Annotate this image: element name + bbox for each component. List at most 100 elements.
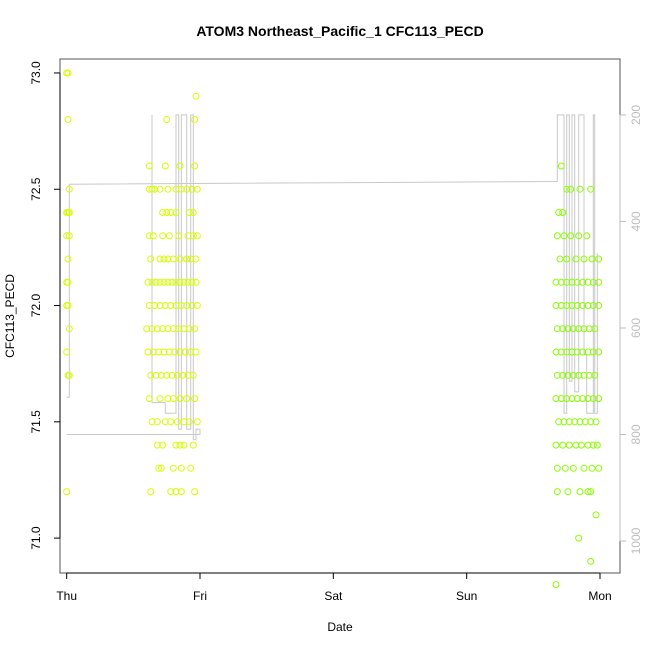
data-point (159, 209, 167, 216)
data-point (187, 464, 195, 472)
data-point (161, 302, 169, 309)
data-point (192, 278, 200, 286)
y-right-tick-label: 800 (629, 424, 643, 444)
data-point (563, 395, 571, 403)
data-point (585, 325, 593, 333)
data-point (560, 418, 568, 426)
data-point (145, 232, 153, 240)
data-point (559, 325, 567, 333)
data-point (185, 325, 193, 333)
data-point (564, 325, 572, 333)
data-point (168, 371, 176, 379)
data-point (564, 488, 572, 496)
data-point (172, 278, 180, 286)
data-points (63, 69, 603, 589)
data-point (589, 395, 597, 403)
data-point (168, 278, 176, 286)
data-point (143, 325, 151, 333)
data-point (560, 232, 568, 240)
data-point (584, 488, 592, 496)
data-point (575, 534, 583, 542)
data-point (156, 278, 164, 286)
data-point (563, 255, 571, 263)
data-point (556, 255, 564, 263)
data-point (167, 302, 175, 309)
data-point (584, 348, 592, 356)
data-point (65, 209, 73, 216)
data-point (576, 418, 584, 426)
data-point (176, 441, 184, 449)
data-point (192, 348, 200, 356)
data-point (193, 232, 201, 240)
data-point (144, 348, 152, 356)
data-point (573, 278, 581, 286)
data-point (595, 278, 603, 286)
data-point (189, 371, 197, 379)
data-point (152, 371, 160, 379)
data-point (569, 371, 577, 379)
data-point (571, 418, 579, 426)
data-point (180, 278, 188, 286)
data-point (575, 232, 583, 240)
data-point (156, 255, 164, 263)
data-point (163, 209, 171, 216)
data-point (572, 255, 580, 263)
data-point (559, 371, 567, 379)
y-tick-label: 73.0 (29, 61, 43, 85)
data-point (145, 185, 153, 193)
data-point (191, 162, 199, 170)
data-point (568, 395, 576, 403)
data-point (192, 255, 200, 263)
data-point (165, 232, 173, 240)
y-axis-left: 71.0 71.5 72.0 72.5 73.0 (29, 61, 61, 550)
data-point (153, 418, 161, 426)
data-point (177, 302, 185, 309)
data-point (149, 348, 157, 356)
data-point (64, 278, 72, 286)
data-point (567, 185, 575, 193)
y-tick-label: 71.0 (29, 526, 43, 550)
data-point (65, 185, 73, 193)
data-point (552, 278, 560, 286)
data-point (164, 395, 172, 403)
y-right-tick-label: 400 (629, 211, 643, 231)
data-point (555, 418, 563, 426)
data-point (171, 348, 179, 356)
data-point (587, 418, 595, 426)
data-point (148, 278, 156, 286)
data-point (189, 209, 197, 216)
y-right-tick-label: 200 (629, 105, 643, 125)
data-point (559, 209, 567, 216)
data-point (149, 232, 157, 240)
data-point (576, 488, 584, 496)
data-point (563, 348, 571, 356)
data-point (584, 441, 592, 449)
data-point (169, 464, 177, 472)
data-point (147, 488, 155, 496)
data-point (579, 348, 587, 356)
data-point (157, 464, 165, 472)
data-point (185, 209, 193, 216)
data-point (65, 232, 73, 240)
data-point (589, 278, 597, 286)
y-right-tick-label: 600 (629, 318, 643, 338)
data-point (592, 418, 600, 426)
data-point (580, 325, 588, 333)
data-point (173, 371, 181, 379)
data-point (177, 464, 185, 472)
data-point (160, 278, 168, 286)
data-point (160, 348, 168, 356)
data-point (563, 185, 571, 193)
data-point (176, 278, 184, 286)
data-point (156, 395, 164, 403)
y-tick-label: 72.0 (29, 294, 43, 318)
data-point (588, 255, 596, 263)
data-point (593, 441, 601, 449)
data-point (148, 418, 156, 426)
data-point (561, 464, 569, 472)
data-point (193, 185, 201, 193)
x-tick-label: Sat (324, 589, 343, 603)
data-point (177, 488, 185, 496)
data-point (581, 418, 589, 426)
data-point (193, 418, 201, 426)
